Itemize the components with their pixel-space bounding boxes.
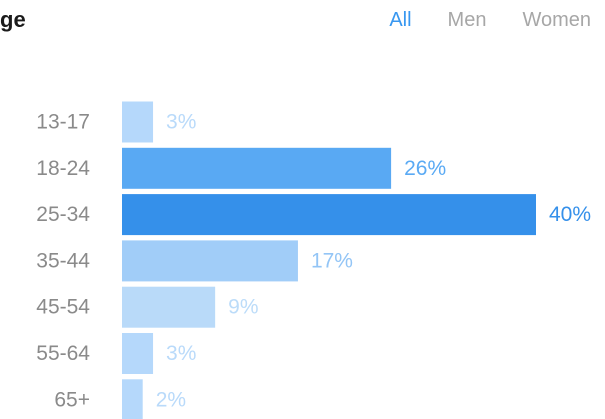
category-label: 35-44: [36, 249, 90, 272]
tab-all[interactable]: All: [389, 9, 412, 31]
bar: [122, 147, 392, 189]
category-label: 25-34: [36, 203, 90, 226]
value-label: 3%: [166, 111, 196, 134]
bar: [122, 101, 154, 143]
value-label: 2%: [156, 388, 186, 411]
category-label: 65+: [54, 388, 90, 411]
bar: [122, 194, 536, 236]
category-label: 45-54: [36, 296, 90, 319]
value-label: 9%: [228, 296, 258, 319]
tab-men[interactable]: Men: [447, 9, 487, 31]
gender-filter-tabs: All Men Women: [389, 6, 591, 34]
bar: [122, 379, 143, 419]
value-label: 17%: [311, 249, 353, 272]
bar: [122, 240, 298, 282]
category-label: 55-64: [36, 342, 90, 365]
value-label: 3%: [166, 342, 196, 365]
tab-women[interactable]: Women: [522, 9, 591, 31]
category-label: 13-17: [36, 111, 90, 134]
chart-title: ge: [0, 7, 26, 32]
category-label: 18-24: [36, 157, 90, 180]
bar: [122, 333, 154, 374]
bar: [122, 286, 216, 328]
value-label: 40%: [549, 203, 591, 226]
value-label: 26%: [404, 157, 446, 180]
